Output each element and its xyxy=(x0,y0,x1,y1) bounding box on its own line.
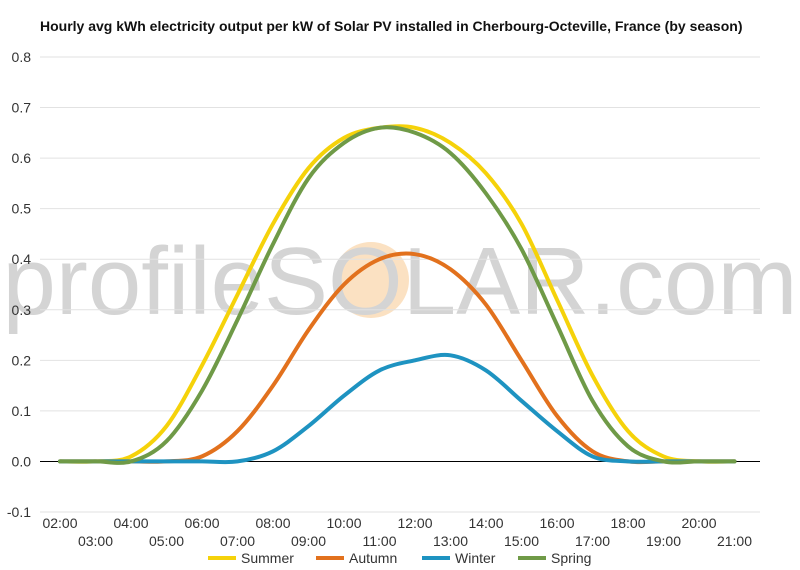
x-tick-label: 02:00 xyxy=(42,515,77,531)
x-tick-label: 03:00 xyxy=(78,533,113,549)
x-tick-label: 18:00 xyxy=(610,515,645,531)
x-tick-label: 21:00 xyxy=(717,533,752,549)
y-tick-label: 0.5 xyxy=(12,201,32,217)
legend-swatch-summer xyxy=(208,556,236,560)
y-axis: 0.8 0.7 0.6 0.5 0.4 0.3 0.2 0.1 0.0 -0.1 xyxy=(7,49,31,520)
legend-label-summer: Summer xyxy=(241,550,294,566)
x-tick-label: 12:00 xyxy=(397,515,432,531)
watermark-text: profileSOLAR.com xyxy=(3,228,798,335)
y-tick-label: 0.2 xyxy=(12,352,32,368)
y-tick-label: 0.6 xyxy=(12,150,32,166)
chart-title: Hourly avg kWh electricity output per kW… xyxy=(40,18,743,34)
x-tick-label: 19:00 xyxy=(646,533,681,549)
x-tick-label: 09:00 xyxy=(291,533,326,549)
x-tick-label: 20:00 xyxy=(681,515,716,531)
grid xyxy=(40,56,760,513)
y-tick-label: -0.1 xyxy=(7,504,31,520)
x-tick-label: 16:00 xyxy=(539,515,574,531)
x-tick-label: 13:00 xyxy=(433,533,468,549)
y-tick-label: 0.3 xyxy=(12,302,32,318)
legend-swatch-spring xyxy=(518,556,546,560)
legend-label-winter: Winter xyxy=(455,550,496,566)
x-tick-label: 14:00 xyxy=(468,515,503,531)
x-tick-label: 06:00 xyxy=(184,515,219,531)
y-tick-label: 0.8 xyxy=(12,49,32,65)
legend-label-autumn: Autumn xyxy=(349,550,397,566)
watermark: profileSOLAR.com xyxy=(3,228,798,335)
x-tick-label: 10:00 xyxy=(326,515,361,531)
x-tick-label: 04:00 xyxy=(113,515,148,531)
legend: Summer Autumn Winter Spring xyxy=(208,550,591,566)
y-tick-label: 0.4 xyxy=(12,251,32,267)
x-tick-label: 15:00 xyxy=(504,533,539,549)
y-tick-label: 0.1 xyxy=(12,403,32,419)
x-tick-label: 05:00 xyxy=(149,533,184,549)
x-tick-label: 07:00 xyxy=(220,533,255,549)
series-line-spring xyxy=(58,125,737,465)
y-tick-label: 0.0 xyxy=(12,453,32,469)
legend-swatch-winter xyxy=(422,556,450,560)
series xyxy=(58,124,737,465)
series-line-summer xyxy=(58,124,737,464)
watermark-sun-icon xyxy=(333,242,409,318)
legend-label-spring: Spring xyxy=(551,550,591,566)
x-tick-label: 08:00 xyxy=(255,515,290,531)
y-tick-label: 0.7 xyxy=(12,100,32,116)
legend-swatch-autumn xyxy=(316,556,344,560)
x-tick-label: 17:00 xyxy=(575,533,610,549)
x-axis: 02:00 04:00 06:00 08:00 10:00 12:00 14:00 16:00… xyxy=(42,515,752,549)
x-tick-label: 11:00 xyxy=(363,533,397,549)
series-line-winter xyxy=(58,352,737,465)
